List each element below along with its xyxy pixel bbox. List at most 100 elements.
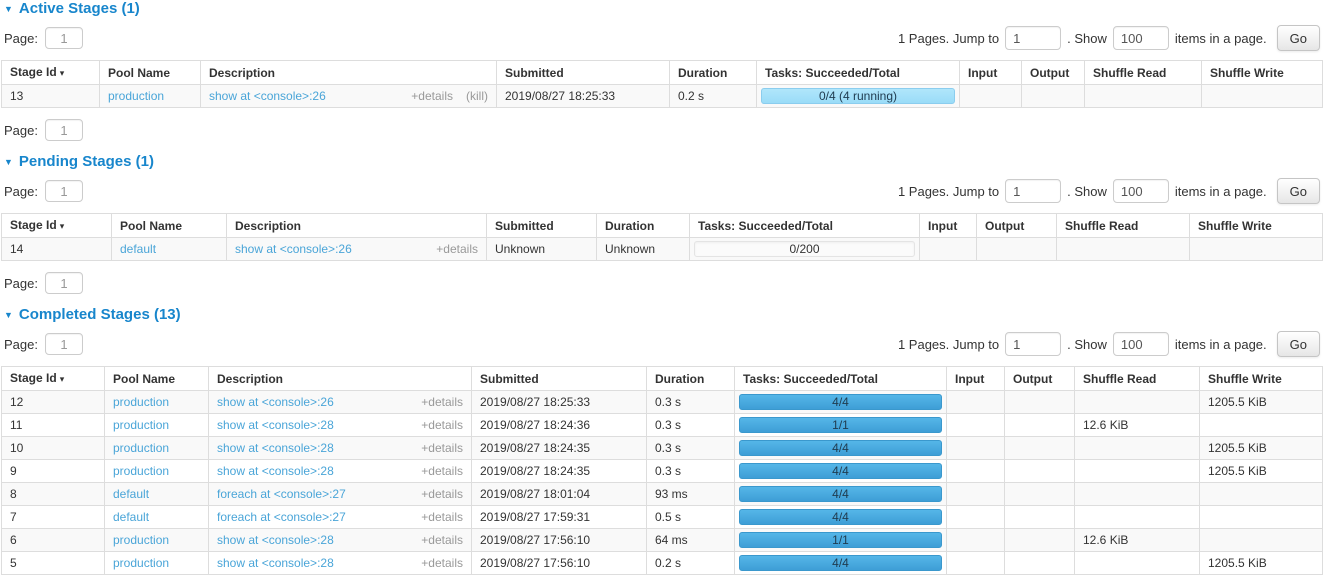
column-header-description[interactable]: Description (226, 213, 487, 238)
column-header-tasks[interactable]: Tasks: Succeeded/Total (689, 213, 920, 238)
column-header-output[interactable]: Output (1004, 366, 1075, 391)
pool-name-cell: production (104, 390, 209, 414)
stage-row: 11 production show at <console>:28 +details… (1, 413, 1323, 437)
input-cell (959, 84, 1022, 108)
section-title-completed-stages[interactable]: ▼ Completed Stages (13) (4, 306, 1322, 323)
description-link[interactable]: show at <console>:26 (209, 89, 326, 103)
description-link[interactable]: show at <console>:28 (217, 464, 334, 478)
pagination-bar: Page: 1 Pages. Jump to . Show items in a… (1, 331, 1322, 357)
section-title-pending-stages[interactable]: ▼ Pending Stages (1) (4, 153, 1322, 170)
kill-link[interactable]: (kill) (466, 89, 488, 103)
description-inner: show at <console>:28 +details (217, 440, 463, 456)
details-toggle[interactable]: +details (421, 395, 463, 409)
description-link[interactable]: foreach at <console>:27 (217, 487, 346, 501)
shuffle-read-cell (1074, 459, 1200, 483)
description-link[interactable]: show at <console>:28 (217, 441, 334, 455)
description-link[interactable]: show at <console>:28 (217, 556, 334, 570)
column-header-submitted[interactable]: Submitted (471, 366, 647, 391)
description-link[interactable]: show at <console>:26 (235, 242, 352, 256)
details-toggle[interactable]: +details (436, 242, 478, 256)
column-header-submitted[interactable]: Submitted (496, 60, 670, 85)
pool-link[interactable]: production (113, 464, 170, 478)
task-progress-bar: 0/200 (694, 241, 915, 257)
shuffle-write-cell: 1205.5 KiB (1199, 551, 1323, 575)
header-row: Stage Id ▾ Pool Name Description Submitted Du… (1, 366, 1323, 391)
description-extras: +details (421, 555, 463, 571)
pool-link[interactable]: default (113, 487, 150, 501)
details-toggle[interactable]: +details (421, 418, 463, 432)
column-header-shuffle-write[interactable]: Shuffle Write (1201, 60, 1323, 85)
output-cell (1004, 505, 1075, 529)
column-header-pool-name[interactable]: Pool Name (104, 366, 209, 391)
task-progress-bar: 0/4 (4 running) (761, 88, 955, 104)
column-header-tasks[interactable]: Tasks: Succeeded/Total (734, 366, 947, 391)
description-extras: +details (421, 440, 463, 456)
pool-link[interactable]: production (113, 533, 170, 547)
pool-link[interactable]: default (113, 510, 150, 524)
details-toggle[interactable]: +details (421, 464, 463, 478)
page-number-input[interactable] (44, 333, 83, 355)
pool-link[interactable]: default (120, 242, 157, 256)
column-header-pool-name[interactable]: Pool Name (111, 213, 227, 238)
column-header-stage-id[interactable]: Stage Id ▾ (1, 213, 112, 238)
pool-link[interactable]: production (113, 441, 170, 455)
page-number-input[interactable] (44, 27, 83, 49)
task-progress-bar: 4/4 (739, 440, 942, 456)
pool-link[interactable]: production (113, 395, 170, 409)
section-title-active-stages[interactable]: ▼ Active Stages (1) (4, 0, 1322, 17)
page-number-input[interactable] (44, 119, 83, 141)
description-link[interactable]: foreach at <console>:27 (217, 510, 346, 524)
column-header-input[interactable]: Input (946, 366, 1005, 391)
items-per-page-input[interactable] (1112, 332, 1169, 356)
description-cell: show at <console>:28 +details (208, 413, 472, 437)
page-number-input[interactable] (44, 272, 83, 294)
details-toggle[interactable]: +details (421, 556, 463, 570)
pool-link[interactable]: production (108, 89, 165, 103)
stage-id-cell: 12 (1, 390, 105, 414)
column-header-output[interactable]: Output (1021, 60, 1085, 85)
column-header-output[interactable]: Output (976, 213, 1057, 238)
section-title-text: Active Stages (1) (18, 0, 140, 17)
details-toggle[interactable]: +details (421, 533, 463, 547)
column-header-shuffle-write[interactable]: Shuffle Write (1189, 213, 1323, 238)
items-per-page-input[interactable] (1112, 26, 1169, 50)
items-per-page-input[interactable] (1112, 179, 1169, 203)
details-toggle[interactable]: +details (421, 441, 463, 455)
output-cell (1004, 459, 1075, 483)
column-header-duration[interactable]: Duration (669, 60, 757, 85)
column-header-shuffle-read[interactable]: Shuffle Read (1074, 366, 1200, 391)
column-header-submitted[interactable]: Submitted (486, 213, 597, 238)
go-button[interactable]: Go (1276, 331, 1320, 357)
details-toggle[interactable]: +details (411, 89, 453, 103)
collapse-arrow-icon: ▼ (4, 310, 13, 320)
column-header-description[interactable]: Description (200, 60, 497, 85)
shuffle-read-cell (1074, 482, 1200, 506)
details-toggle[interactable]: +details (421, 487, 463, 501)
description-link[interactable]: show at <console>:28 (217, 533, 334, 547)
column-header-stage-id[interactable]: Stage Id ▾ (1, 60, 100, 85)
description-link[interactable]: show at <console>:26 (217, 395, 334, 409)
go-button[interactable]: Go (1276, 178, 1320, 204)
column-header-stage-id[interactable]: Stage Id ▾ (1, 366, 105, 391)
jump-to-page-input[interactable] (1005, 332, 1062, 356)
description-extras: +details (421, 394, 463, 410)
column-header-shuffle-write[interactable]: Shuffle Write (1199, 366, 1323, 391)
column-header-duration[interactable]: Duration (596, 213, 690, 238)
pool-link[interactable]: production (113, 556, 170, 570)
column-header-input[interactable]: Input (919, 213, 977, 238)
details-toggle[interactable]: +details (421, 510, 463, 524)
column-header-pool-name[interactable]: Pool Name (99, 60, 201, 85)
pool-link[interactable]: production (113, 418, 170, 432)
page-number-input[interactable] (44, 180, 83, 202)
column-header-shuffle-read[interactable]: Shuffle Read (1056, 213, 1190, 238)
jump-to-page-input[interactable] (1005, 26, 1062, 50)
column-header-input[interactable]: Input (959, 60, 1022, 85)
stage-row: 8 default foreach at <console>:27 +details 2… (1, 482, 1323, 506)
column-header-shuffle-read[interactable]: Shuffle Read (1084, 60, 1202, 85)
column-header-description[interactable]: Description (208, 366, 472, 391)
column-header-tasks[interactable]: Tasks: Succeeded/Total (756, 60, 960, 85)
jump-to-page-input[interactable] (1005, 179, 1062, 203)
go-button[interactable]: Go (1276, 25, 1320, 51)
description-link[interactable]: show at <console>:28 (217, 418, 334, 432)
column-header-duration[interactable]: Duration (646, 366, 735, 391)
